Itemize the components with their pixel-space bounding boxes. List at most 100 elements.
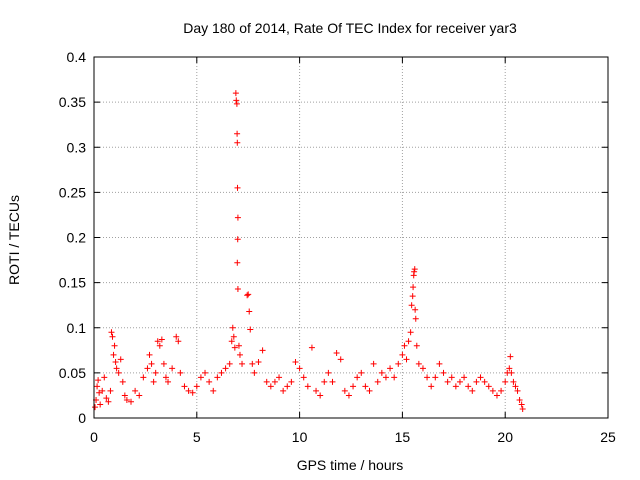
data-point: [358, 369, 365, 376]
data-point: [337, 356, 344, 363]
data-point: [113, 365, 120, 372]
data-point: [108, 329, 115, 336]
data-point: [489, 387, 496, 394]
y-tick-label: 0.25: [59, 184, 86, 200]
y-tick-label: 0.3: [67, 139, 87, 155]
data-point: [419, 365, 426, 372]
data-point: [234, 139, 241, 146]
y-tick-label: 0.05: [59, 365, 86, 381]
data-point: [110, 351, 117, 358]
data-point: [485, 383, 492, 390]
data-point: [456, 378, 463, 385]
data-point: [366, 387, 373, 394]
data-point: [128, 398, 135, 405]
data-point: [284, 383, 291, 390]
data-point: [95, 377, 102, 384]
data-point: [401, 342, 408, 349]
data-point: [123, 396, 130, 403]
data-point: [325, 369, 332, 376]
axis-ticks: 0 5 10 15 20 25 0 0.05 0.1 0.15 0.2 0.25 0.3 0.35 0.4: [59, 49, 616, 445]
data-point: [218, 369, 225, 376]
data-point: [234, 130, 241, 137]
data-point: [410, 284, 417, 291]
data-point: [92, 404, 99, 411]
data-point: [391, 374, 398, 381]
data-point: [321, 378, 328, 385]
data-point: [233, 100, 240, 107]
data-point: [436, 360, 443, 367]
data-point: [132, 387, 139, 394]
grid-lines: [94, 57, 608, 418]
data-point: [177, 369, 184, 376]
data-point: [308, 344, 315, 351]
y-tick-label: 0.35: [59, 94, 86, 110]
data-point: [181, 383, 188, 390]
data-point: [99, 387, 106, 394]
data-point: [234, 184, 241, 191]
data-point: [117, 356, 124, 363]
data-points: [92, 90, 526, 412]
data-point: [518, 401, 525, 408]
data-point: [121, 392, 128, 399]
data-point: [510, 378, 517, 385]
y-tick-label: 0.4: [67, 49, 87, 65]
data-point: [444, 378, 451, 385]
data-point: [94, 383, 101, 390]
data-point: [222, 365, 229, 372]
data-point: [175, 338, 182, 345]
data-point: [263, 378, 270, 385]
data-point: [244, 292, 251, 299]
data-point: [144, 365, 151, 372]
data-point: [507, 353, 514, 360]
data-point: [413, 342, 420, 349]
y-tick-label: 0: [78, 410, 86, 426]
data-point: [387, 365, 394, 372]
data-point: [382, 374, 389, 381]
x-tick-label: 5: [193, 429, 201, 445]
data-point: [432, 374, 439, 381]
data-point: [249, 360, 256, 367]
data-point: [185, 387, 192, 394]
x-tick-label: 25: [600, 429, 616, 445]
data-point: [461, 374, 468, 381]
data-point: [165, 378, 172, 385]
data-point: [234, 259, 241, 266]
data-point: [493, 392, 500, 399]
data-point: [399, 351, 406, 358]
data-point: [276, 374, 283, 381]
data-point: [350, 383, 357, 390]
data-point: [374, 378, 381, 385]
data-point: [296, 365, 303, 372]
data-point: [313, 387, 320, 394]
data-point: [96, 389, 103, 396]
data-point: [245, 291, 252, 298]
data-point: [193, 383, 200, 390]
data-point: [288, 378, 295, 385]
data-point: [508, 369, 515, 376]
data-point: [197, 374, 204, 381]
data-point: [109, 333, 116, 340]
data-point: [246, 308, 253, 315]
data-point: [300, 374, 307, 381]
data-point: [411, 266, 418, 273]
data-point: [112, 359, 119, 366]
data-point: [158, 336, 165, 343]
data-point: [234, 236, 241, 243]
data-point: [378, 369, 385, 376]
data-point: [317, 392, 324, 399]
data-point: [97, 401, 104, 408]
data-point: [512, 383, 519, 390]
data-point: [469, 387, 476, 394]
x-tick-label: 10: [292, 429, 308, 445]
data-point: [424, 374, 431, 381]
data-point: [280, 387, 287, 394]
data-point: [235, 342, 242, 349]
data-point: [271, 378, 278, 385]
y-tick-label: 0.1: [67, 320, 87, 336]
data-point: [403, 356, 410, 363]
data-point: [345, 392, 352, 399]
data-point: [428, 383, 435, 390]
data-point: [228, 338, 235, 345]
data-point: [136, 392, 143, 399]
